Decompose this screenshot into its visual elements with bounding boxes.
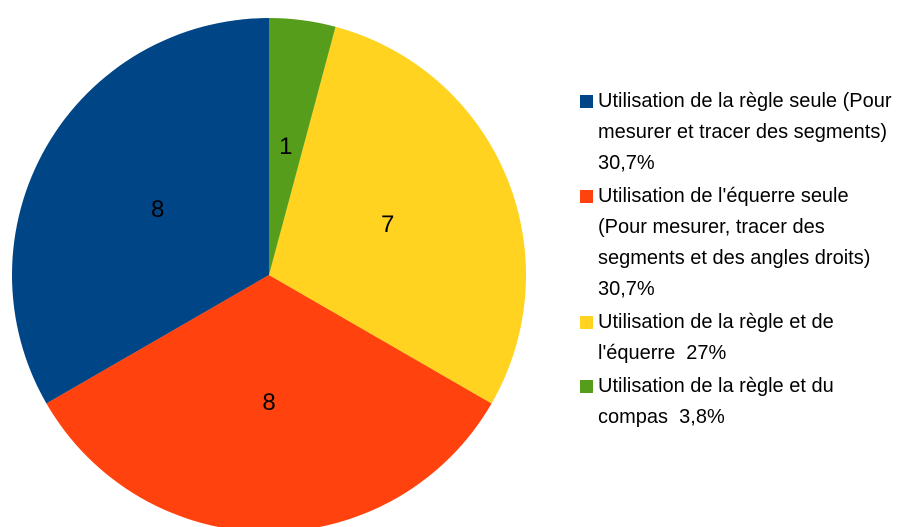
legend-swatch <box>580 190 593 203</box>
legend-item: Utilisation de l'équerre seule (Pour mes… <box>580 181 898 305</box>
legend-swatch <box>580 95 593 108</box>
legend-item: Utilisation de la règle et du compas 3,8… <box>580 371 898 433</box>
pie-slice <box>269 26 526 404</box>
legend-swatch <box>580 316 593 329</box>
legend-item: Utilisation de la règle et de l'équerre … <box>580 307 898 369</box>
pie-slice <box>269 18 336 275</box>
legend-label: Utilisation de la règle seule (Pour mesu… <box>598 90 899 174</box>
legend: Utilisation de la règle seule (Pour mesu… <box>580 86 898 435</box>
pie-slice <box>46 275 492 527</box>
pie-slice <box>12 18 270 404</box>
data-label: 8 <box>262 389 275 416</box>
data-label: 8 <box>151 196 164 223</box>
data-label: 1 <box>279 133 292 160</box>
legend-label: Utilisation de l'équerre seule (Pour mes… <box>598 185 882 300</box>
legend-swatch <box>580 380 593 393</box>
legend-item: Utilisation de la règle seule (Pour mesu… <box>580 86 898 179</box>
legend-label: Utilisation de la règle et du compas 3,8… <box>598 375 840 428</box>
legend-label: Utilisation de la règle et de l'équerre … <box>598 311 840 364</box>
data-label: 7 <box>381 211 394 238</box>
